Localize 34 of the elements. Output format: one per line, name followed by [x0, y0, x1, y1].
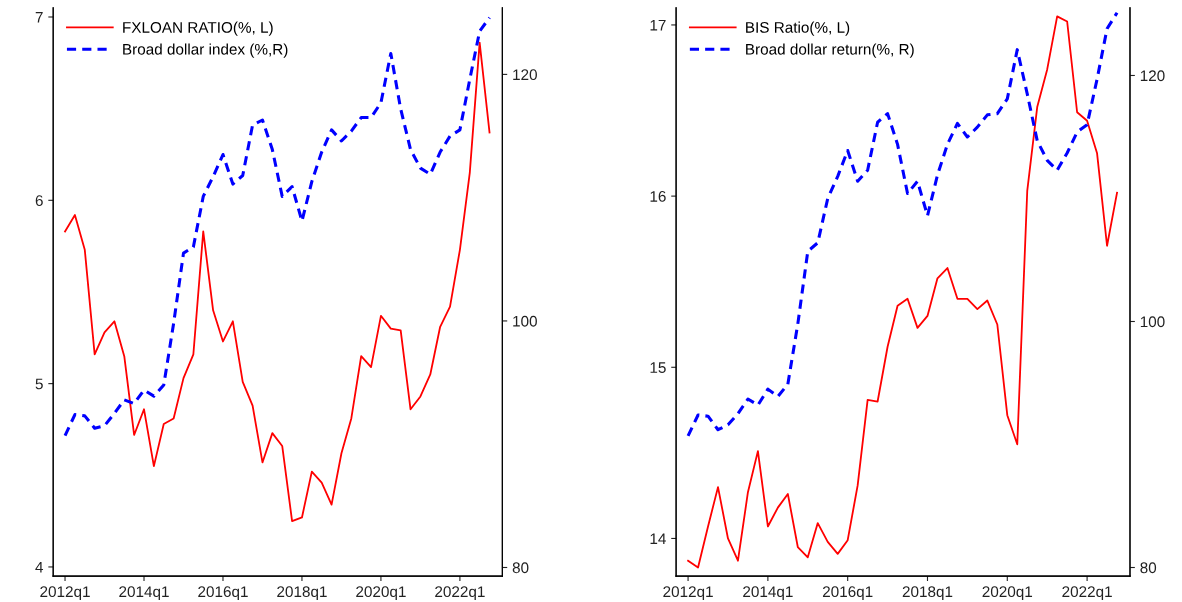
- x-tick-label: 2012q1: [663, 586, 713, 601]
- legend-label: Broad dollar index (%,R): [123, 43, 288, 58]
- line-series: [64, 41, 491, 523]
- y-tick-label: 15: [650, 362, 666, 373]
- legend-label: Broad dollar return(%, R): [746, 43, 914, 58]
- x-tick-label: 2018q1: [277, 586, 327, 601]
- x-tick-label: 2022q1: [435, 586, 485, 601]
- y2-tick-label: 100: [513, 315, 537, 327]
- line-series: [686, 11, 1119, 438]
- y-tick-label: 7: [35, 12, 43, 23]
- y-tick-label: 16: [650, 190, 666, 202]
- y2-tick-label: 80: [1140, 562, 1157, 574]
- x-tick-label: 2014q1: [119, 586, 169, 601]
- y-tick-label: 17: [650, 19, 666, 31]
- y-tick-label: 4: [35, 561, 44, 573]
- y-tick-label: 14: [650, 533, 666, 544]
- y-tick-label: 6: [35, 195, 43, 206]
- x-tick-label: 2020q1: [356, 586, 406, 601]
- x-tick-label: 2016q1: [198, 586, 248, 601]
- y2-tick-label: 80: [512, 562, 529, 574]
- legend-label: BIS Ratio(%, L): [746, 21, 850, 36]
- x-tick-label: 2022q1: [1062, 586, 1112, 601]
- y2-tick-label: 100: [1140, 316, 1165, 328]
- x-tick-label: 2014q1: [743, 586, 793, 601]
- line-series: [63, 16, 492, 438]
- x-tick-label: 2018q1: [902, 586, 953, 601]
- x-tick-label: 2012q1: [40, 586, 90, 601]
- x-tick-label: 2020q1: [982, 586, 1033, 601]
- x-tick-label: 2016q1: [822, 586, 873, 601]
- y2-tick-label: 120: [1140, 70, 1165, 82]
- line-series: [687, 15, 1118, 569]
- y2-tick-label: 120: [513, 69, 537, 81]
- y-tick-label: 5: [35, 378, 43, 390]
- legend-label: FXLOAN RATIO(%, L): [123, 21, 273, 36]
